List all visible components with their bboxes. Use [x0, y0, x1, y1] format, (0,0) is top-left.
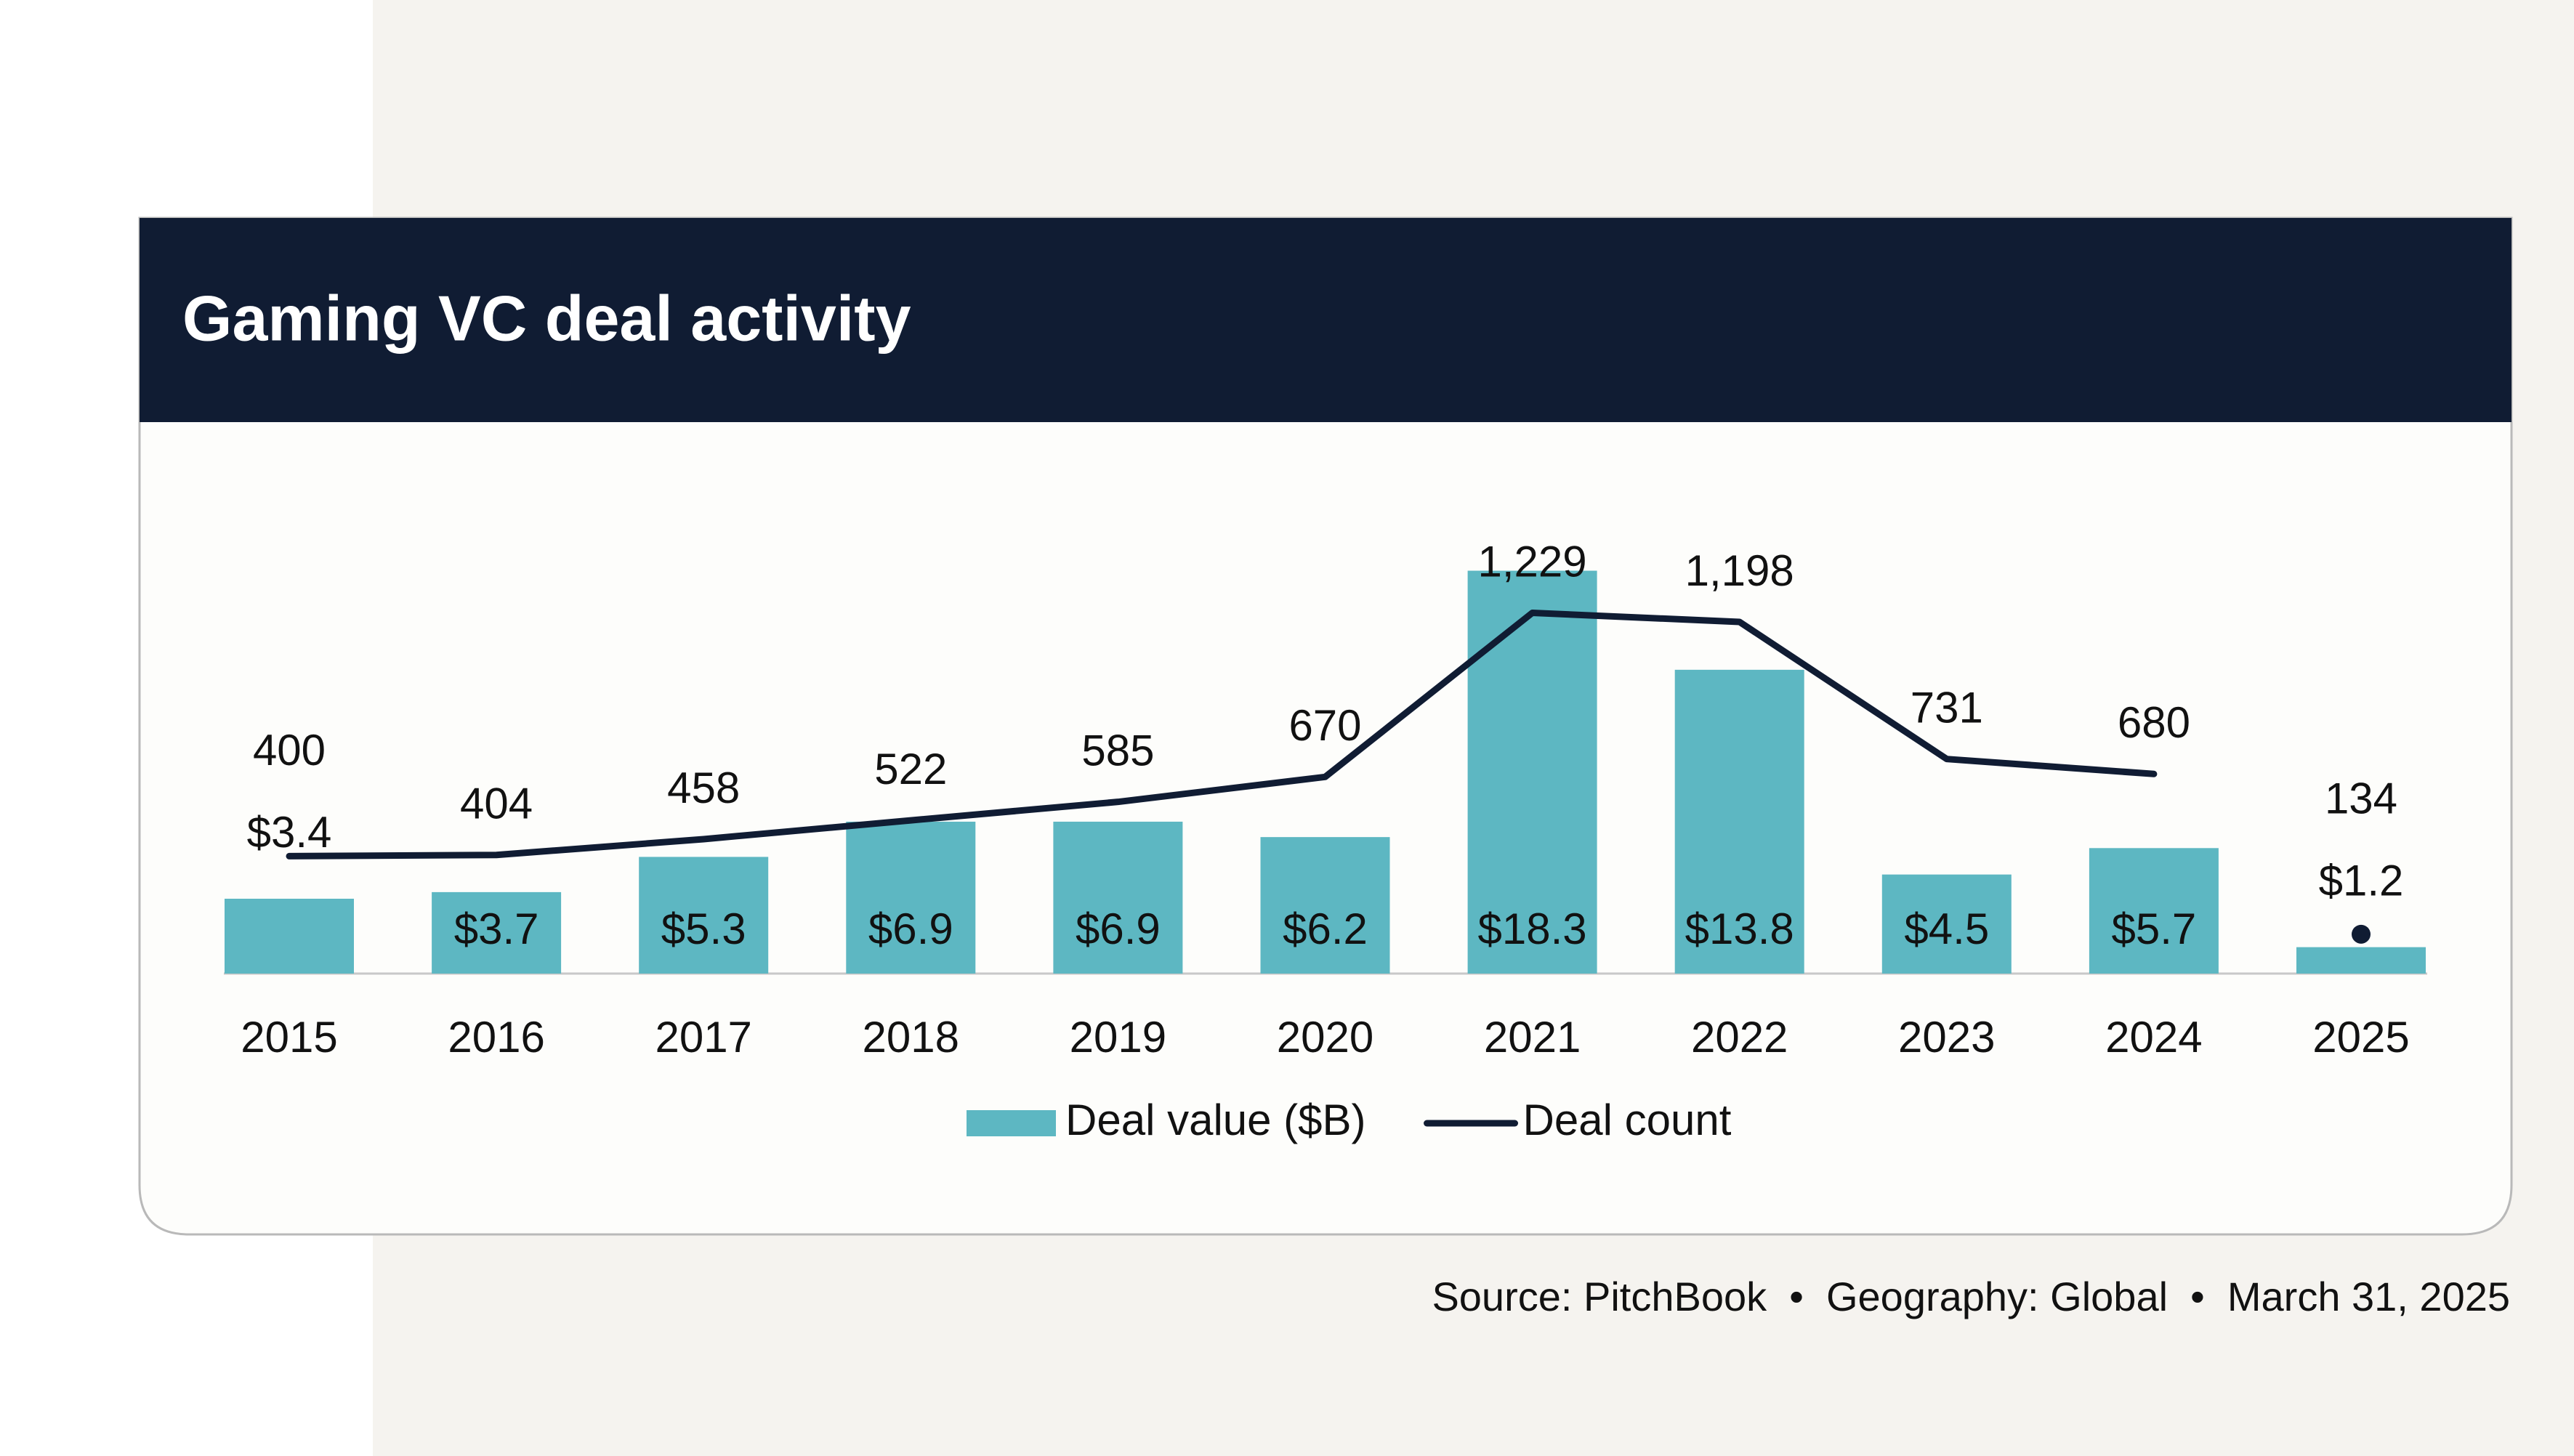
bar-value-label: $6.9: [868, 905, 953, 953]
x-tick-label: 2025: [2312, 1013, 2409, 1061]
line-value-label: 1,229: [1478, 537, 1587, 586]
x-tick-label: 2015: [241, 1013, 337, 1061]
x-tick-label: 2023: [1898, 1013, 1995, 1061]
bar: [1881, 874, 2012, 974]
bar-value-label: $5.3: [661, 905, 746, 953]
bar-value-label: $18.3: [1478, 905, 1587, 953]
bar: [1674, 669, 1804, 974]
source-note: Source: PitchBook • Geography: Global • …: [1432, 1274, 2510, 1319]
bar-value-label: $6.9: [1076, 905, 1161, 953]
bar: [225, 898, 354, 974]
line-value-label: 134: [2325, 774, 2397, 822]
bar: [1467, 570, 1597, 974]
bar-value-label: $6.2: [1283, 905, 1368, 953]
bar-value-label: $1.2: [2319, 856, 2404, 905]
bar-value-label: $3.7: [454, 905, 539, 953]
legend-swatch: [967, 1110, 1056, 1136]
legend-label: Deal value ($B): [1065, 1096, 1366, 1144]
x-tick-label: 2024: [2105, 1013, 2202, 1061]
line-value-label: 670: [1288, 701, 1361, 750]
line-value-label: 731: [1911, 684, 1983, 732]
bar-value-label: $4.5: [1904, 905, 1989, 953]
point-marker: [2352, 924, 2371, 944]
line-value-label: 522: [874, 745, 947, 793]
bar-value-label: $5.7: [2112, 905, 2197, 953]
bar: [2089, 848, 2219, 974]
line-value-label: 680: [2118, 698, 2190, 747]
x-tick-label: 2019: [1070, 1013, 1166, 1061]
bar: [846, 821, 976, 974]
bar-value-label: $13.8: [1685, 905, 1794, 953]
line-value-label: 404: [460, 780, 533, 828]
x-tick-label: 2020: [1277, 1013, 1373, 1061]
line: [286, 609, 2158, 860]
card-header: [140, 218, 2512, 422]
x-tick-label: 2016: [448, 1013, 544, 1061]
bar: [432, 891, 562, 974]
x-tick-label: 2021: [1484, 1013, 1581, 1061]
x-tick-label: 2022: [1691, 1013, 1788, 1061]
line-value-label: 1,198: [1685, 546, 1794, 595]
bar: [639, 857, 769, 974]
bar: [1053, 821, 1183, 974]
chart-title: Gaming VC deal activity: [182, 282, 911, 354]
line-value-label: 458: [667, 764, 740, 812]
x-tick-label: 2017: [655, 1013, 751, 1061]
x-tick-label: 2018: [863, 1013, 959, 1061]
line-value-label: 400: [253, 726, 326, 774]
bar: [2296, 947, 2426, 974]
bar-value-label: $3.4: [247, 808, 332, 857]
bar: [1260, 837, 1390, 974]
legend-label: Deal count: [1523, 1096, 1732, 1144]
line-value-label: 585: [1081, 727, 1154, 775]
card: [138, 217, 2513, 1236]
